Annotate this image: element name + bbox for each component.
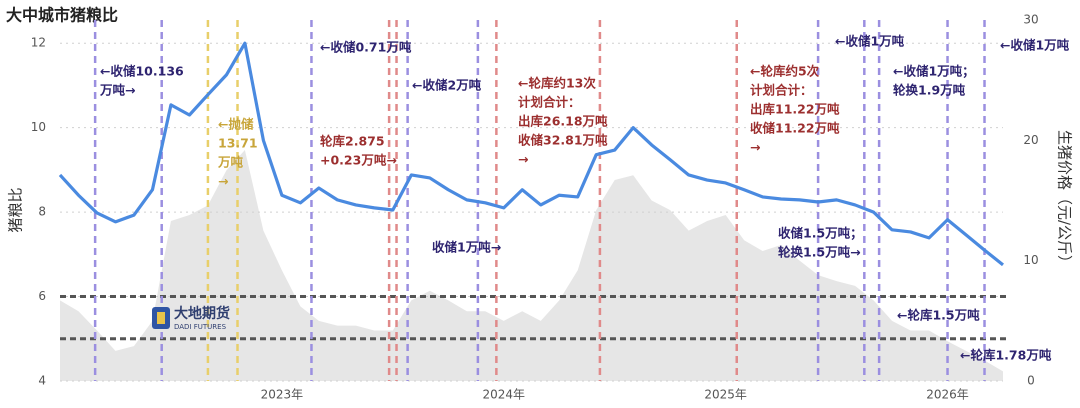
y-tick-label: 10 (31, 120, 46, 134)
annotation: 出库11.22万吨 (750, 102, 840, 117)
annotation: 出库26.18万吨 (518, 114, 608, 129)
annotation: 轮换1.9万吨 (893, 83, 966, 98)
annotation: 计划合计： (750, 83, 813, 98)
annotation: ←轮库1.78万吨 (960, 348, 1052, 363)
y-tick-label: 4 (38, 374, 46, 388)
y2-tick-label: 0 (1027, 374, 1035, 388)
annotation: 轮换1.5万吨→ (778, 245, 861, 260)
y-tick-label: 8 (38, 205, 46, 219)
annotation: ←抛储 (218, 117, 254, 132)
y-tick-label: 12 (31, 36, 46, 50)
annotation: → (750, 140, 760, 155)
annotation: → (218, 174, 228, 189)
y-axis-label: 猪粮比 (7, 187, 25, 232)
x-tick-label: 2025年 (704, 388, 747, 402)
logo-icon-inner (157, 312, 165, 324)
annotation: ←收储1万吨 (1000, 38, 1070, 53)
logo-tagline: DADI FUTURES (174, 323, 227, 331)
x-tick-label: 2026年 (926, 388, 969, 402)
price-area (60, 149, 1003, 381)
annotation: 万吨 (217, 155, 244, 170)
annotation: ←轮库约5次 (750, 64, 820, 79)
annotation: 轮库2.875 (320, 134, 385, 149)
annotation: ←轮库约13次 (518, 76, 596, 91)
x-tick-label: 2023年 (261, 388, 304, 402)
x-tick-label: 2024年 (482, 388, 525, 402)
chart-title: 大中城市猪粮比 (6, 6, 118, 25)
annotation: ←轮库1.5万吨 (897, 308, 980, 323)
annotation: 收储1.5万吨； (778, 226, 863, 241)
ratio-line (58, 41, 1004, 267)
annotation: 收储11.22万吨 (750, 121, 840, 136)
annotation: 13.71 (218, 136, 258, 151)
y-tick-label: 6 (38, 289, 46, 303)
annotation: ←收储1万吨 (835, 34, 905, 49)
annotation: ←收储2万吨 (412, 78, 482, 93)
annotation: 计划合计： (518, 95, 581, 110)
annotation: ←收储10.136 (100, 64, 184, 79)
annotation: ←收储0.71万吨 (320, 40, 412, 55)
annotation: 收储32.81万吨 (518, 133, 608, 148)
annotation: 收储1万吨→ (432, 240, 501, 255)
annotation: +0.23万吨→ (320, 153, 397, 168)
y2-tick-label: 20 (1023, 133, 1038, 147)
annotation: → (518, 152, 528, 167)
y2-axis-label: 生猪价格（元/公斤） (1056, 130, 1074, 270)
logo-name: 大地期货 (174, 305, 230, 322)
annotation: 万吨→ (99, 83, 135, 98)
y2-tick-label: 10 (1023, 253, 1038, 267)
y2-tick-label: 30 (1023, 13, 1038, 27)
annotation: ←收储1万吨； (893, 64, 975, 79)
